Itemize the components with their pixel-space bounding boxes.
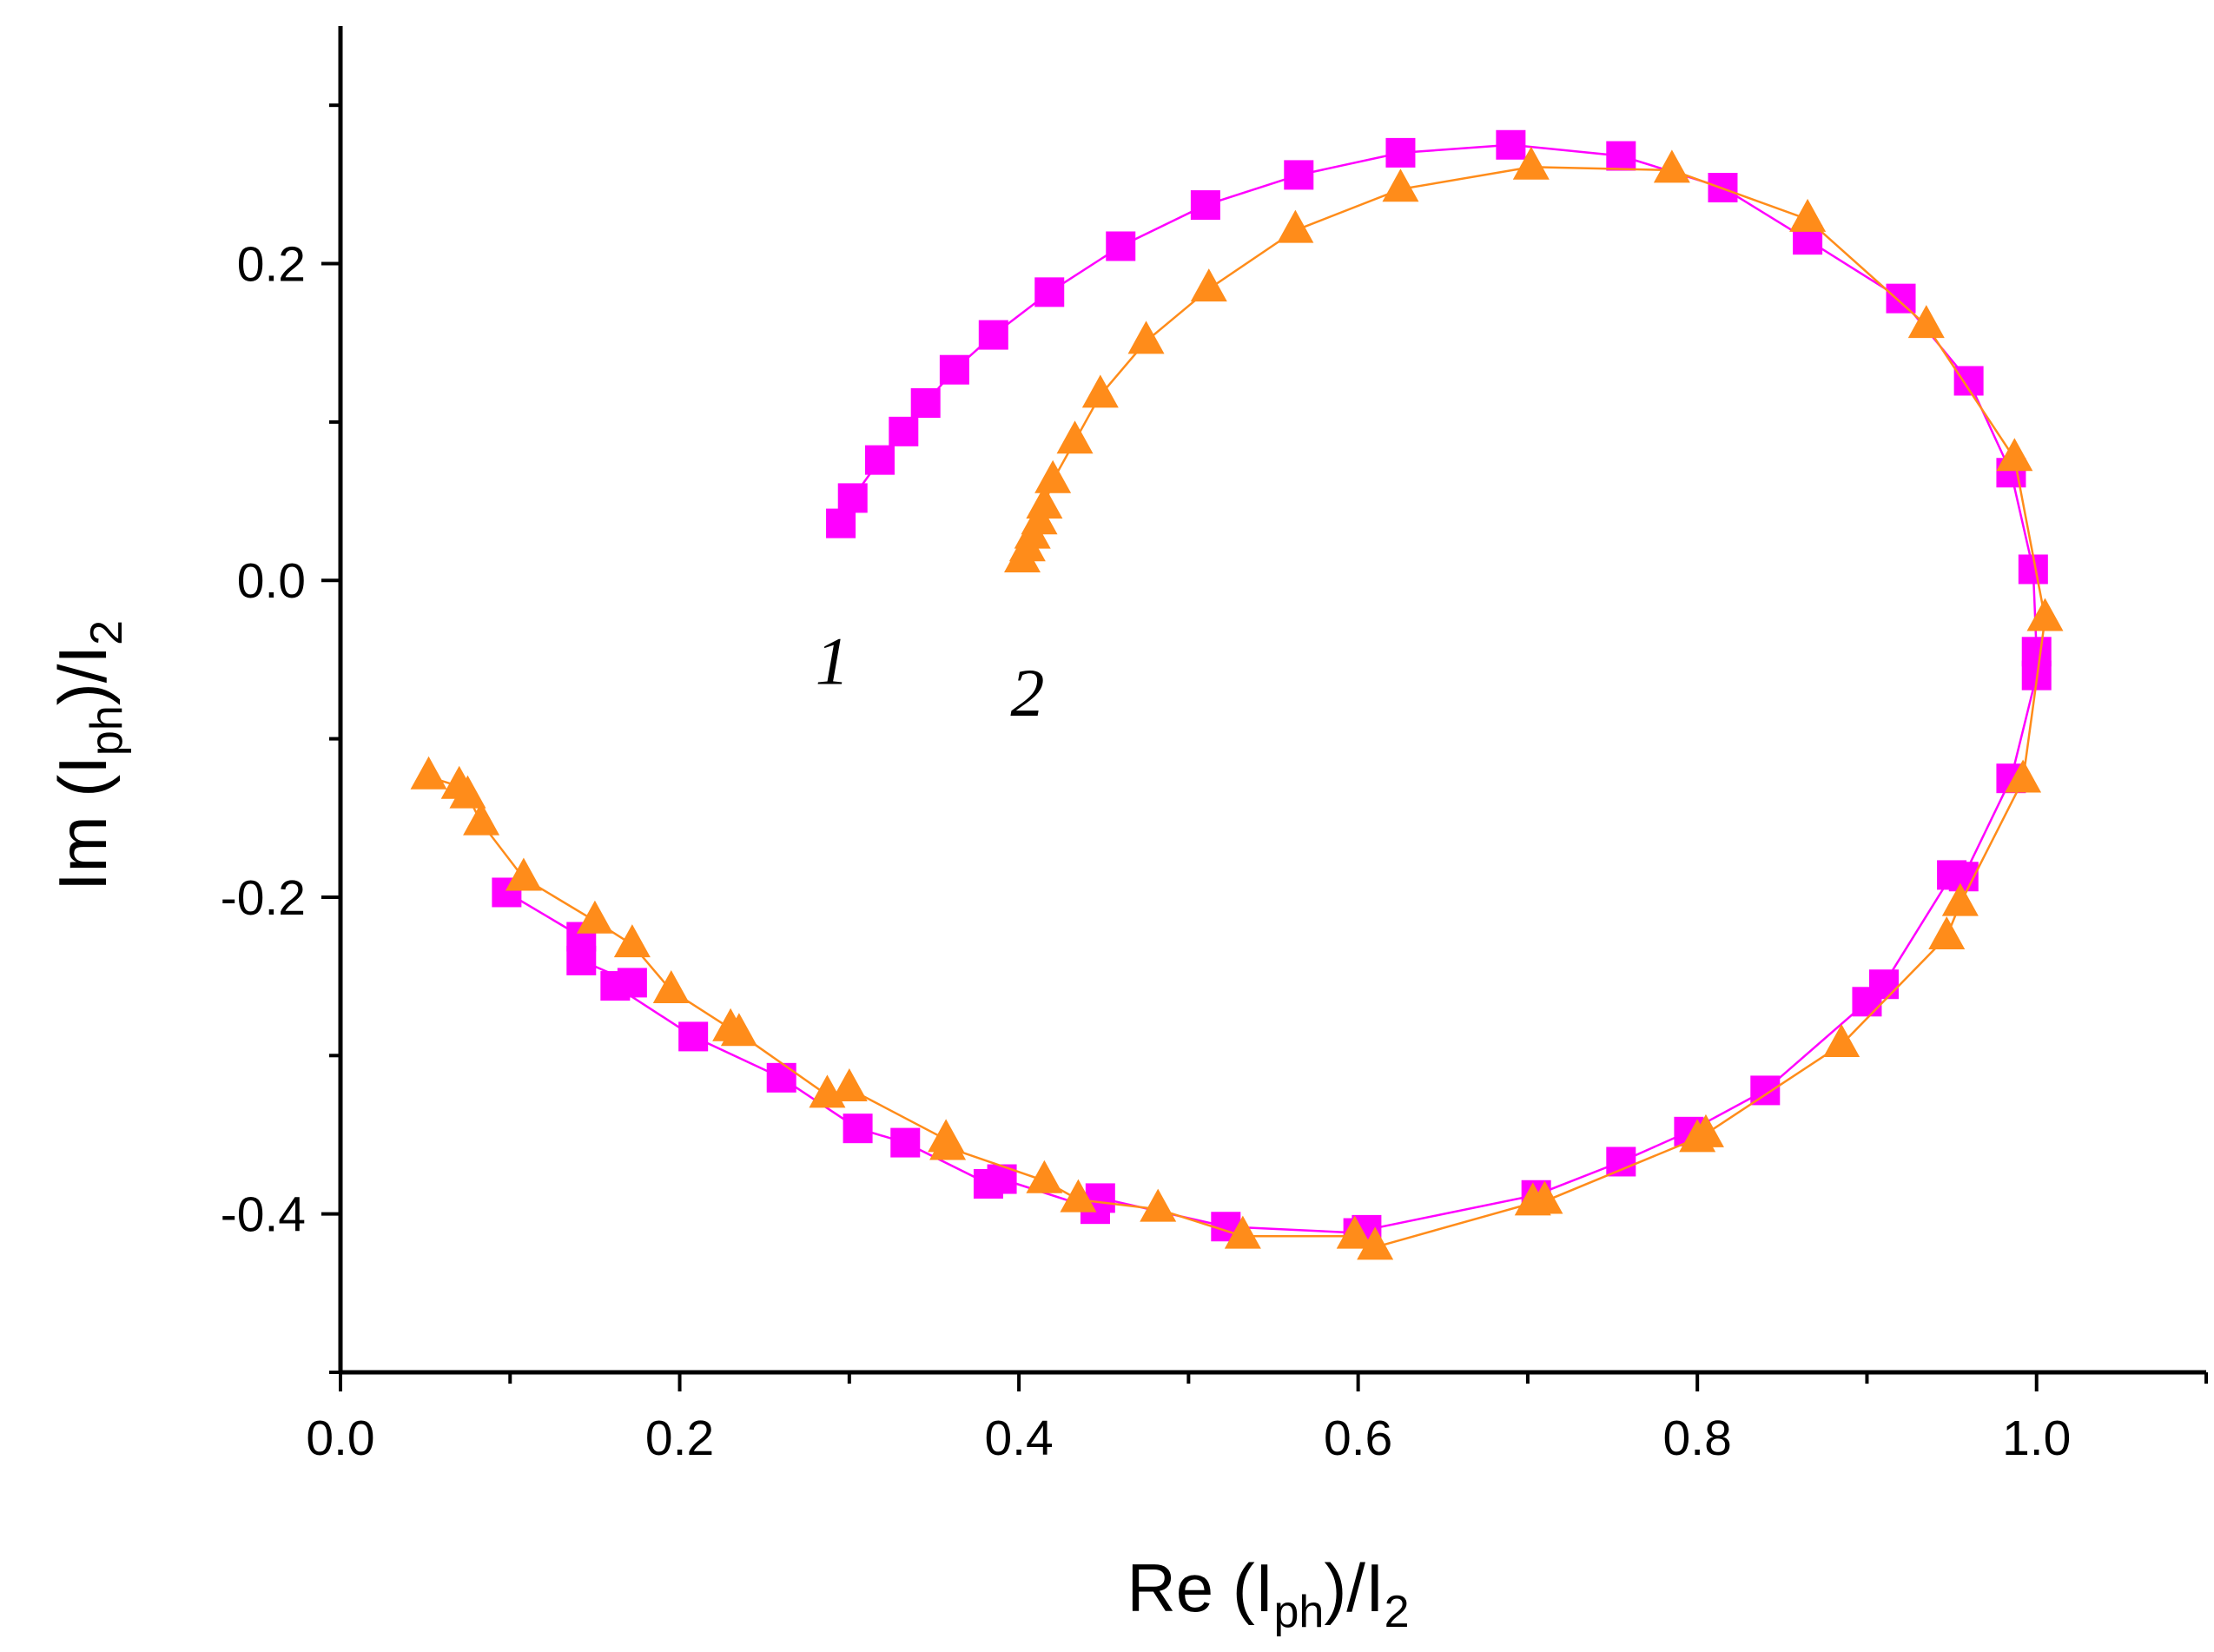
series-2-point bbox=[1277, 209, 1314, 243]
series-1-point bbox=[1606, 1146, 1636, 1177]
axes: 0.0 0.2 0.4 0.6 0.8 1.0 -0.4 -0.2 0.0 0.2 bbox=[221, 26, 2208, 1466]
series-1-point bbox=[766, 1062, 796, 1093]
series-2 bbox=[410, 146, 2064, 1260]
series-2-point bbox=[809, 1074, 846, 1108]
series-1-point bbox=[1886, 283, 1916, 314]
series-2-point bbox=[1026, 485, 1063, 519]
series-2-point bbox=[1060, 1179, 1097, 1213]
series-2-point bbox=[1224, 1215, 1261, 1249]
series-label-2: 2 bbox=[1010, 655, 1044, 730]
x-tick-label: 1.0 bbox=[2002, 1411, 2071, 1466]
series-2-point bbox=[1081, 374, 1119, 408]
series-1-point bbox=[890, 1127, 921, 1158]
series-2-point bbox=[2026, 598, 2064, 631]
series-2-point bbox=[463, 802, 500, 836]
series-2-point bbox=[1823, 1023, 1860, 1057]
series-2-point bbox=[830, 1068, 868, 1102]
series-2-point bbox=[1127, 320, 1165, 354]
y-ticks: -0.4 -0.2 0.0 0.2 bbox=[221, 103, 340, 1374]
series-2-point bbox=[1928, 915, 1966, 949]
series-2-point bbox=[440, 765, 478, 799]
series-2-point bbox=[1026, 1160, 1063, 1193]
series-2-point bbox=[1056, 420, 1094, 454]
series-1-point bbox=[978, 320, 1008, 350]
series-2-point bbox=[1382, 169, 1419, 202]
series-2-point bbox=[1140, 1188, 1177, 1222]
series-2-point bbox=[1034, 459, 1072, 493]
series-2-point bbox=[1789, 198, 1827, 232]
series-1-point bbox=[1937, 860, 1967, 890]
x-tick-label: 0.0 bbox=[306, 1411, 374, 1466]
series-1 bbox=[492, 129, 2052, 1248]
series-1-point bbox=[1106, 231, 1136, 261]
series-1-point bbox=[1385, 137, 1416, 168]
series-2-point bbox=[1941, 882, 1979, 916]
series-2-point bbox=[2005, 759, 2042, 793]
y-tick-label: -0.2 bbox=[221, 870, 306, 926]
x-axis-title: Re (Iph)/I2 bbox=[1127, 1550, 1409, 1637]
series-2-point bbox=[613, 924, 651, 958]
series-2-point bbox=[1996, 438, 2033, 472]
series-label-1: 1 bbox=[816, 623, 849, 698]
series-1-point bbox=[837, 483, 868, 513]
series-1-point bbox=[1284, 160, 1314, 190]
x-tick-label: 0.2 bbox=[645, 1411, 714, 1466]
series-1-point bbox=[617, 968, 647, 998]
series-1-point bbox=[864, 445, 895, 475]
series-2-point bbox=[652, 969, 690, 1003]
series-2-point bbox=[1357, 1226, 1394, 1260]
series-1-point bbox=[889, 416, 919, 446]
series-2-point bbox=[1687, 1113, 1724, 1147]
series-1-point bbox=[1496, 129, 1526, 160]
series-2-point bbox=[1512, 146, 1550, 180]
series-2-line bbox=[428, 166, 2046, 1249]
y-tick-label: -0.4 bbox=[221, 1187, 306, 1243]
series-1-point bbox=[826, 508, 856, 539]
x-ticks: 0.0 0.2 0.4 0.6 0.8 1.0 bbox=[306, 1372, 2208, 1466]
series-1-point bbox=[1606, 141, 1636, 171]
series-1-point bbox=[1852, 987, 1882, 1017]
series-2-point bbox=[1336, 1215, 1373, 1249]
x-tick-label: 0.6 bbox=[1324, 1411, 1392, 1466]
series-2-point bbox=[1514, 1182, 1551, 1216]
x-tick-label: 0.8 bbox=[1663, 1411, 1732, 1466]
series-1-point bbox=[973, 1169, 1003, 1199]
series-2-point bbox=[410, 756, 447, 790]
series-1-point bbox=[678, 1021, 709, 1052]
series-2-point bbox=[712, 1008, 750, 1041]
plot-series bbox=[410, 129, 2064, 1260]
series-1-point bbox=[939, 354, 969, 385]
series-1-point bbox=[1034, 277, 1065, 307]
series-1-point bbox=[910, 388, 941, 418]
x-tick-label: 0.4 bbox=[984, 1411, 1053, 1466]
series-1-point bbox=[1190, 190, 1220, 221]
series-1-point bbox=[843, 1113, 873, 1144]
series-2-point bbox=[576, 900, 613, 934]
y-tick-label: 0.0 bbox=[237, 553, 306, 609]
series-2-point bbox=[928, 1119, 965, 1153]
series-2-point bbox=[505, 857, 542, 891]
series-2-point bbox=[1190, 268, 1227, 302]
series-2-point bbox=[1907, 305, 1945, 339]
series-2-point bbox=[1653, 149, 1690, 183]
series-1-line bbox=[506, 143, 2038, 1234]
y-axis-title: Im (Iph)/I2 bbox=[44, 620, 132, 891]
y-tick-label: 0.2 bbox=[237, 237, 306, 293]
